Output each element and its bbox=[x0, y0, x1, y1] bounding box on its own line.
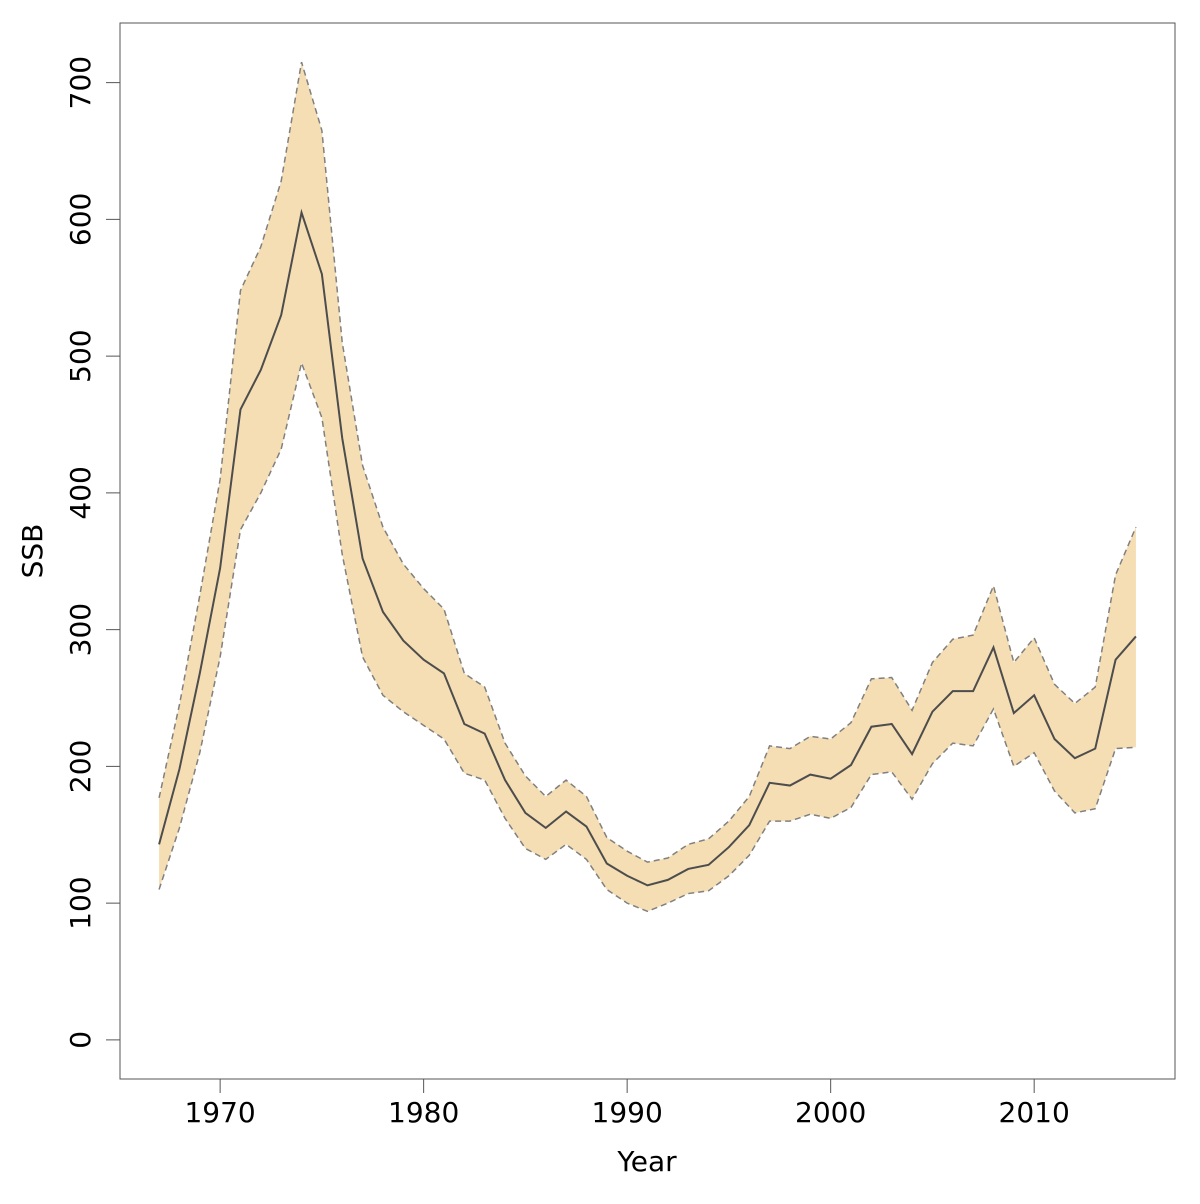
y-tick-label: 400 bbox=[64, 466, 97, 519]
y-tick-label: 600 bbox=[64, 193, 97, 246]
y-tick-label: 500 bbox=[64, 329, 97, 382]
y-tick-label: 300 bbox=[64, 603, 97, 656]
y-tick-label: 100 bbox=[64, 876, 97, 929]
ssb-line bbox=[158, 208, 1137, 887]
y-axis-label: SSB bbox=[16, 524, 49, 579]
x-tick-label: 2010 bbox=[999, 1096, 1070, 1129]
y-tick-label: 0 bbox=[64, 1031, 97, 1049]
plot-box bbox=[119, 22, 1176, 1080]
x-tick-label: 1990 bbox=[592, 1096, 663, 1129]
y-tick-label: 200 bbox=[64, 740, 97, 793]
lower-bound-line bbox=[158, 360, 1136, 913]
y-tick-label: 700 bbox=[64, 56, 97, 109]
x-axis-label: Year bbox=[616, 1145, 677, 1178]
upper-bound-line bbox=[158, 61, 1137, 863]
x-tick-label: 1970 bbox=[184, 1096, 255, 1129]
confidence-band bbox=[159, 62, 1136, 912]
x-tick-label: 1980 bbox=[388, 1096, 459, 1129]
x-tick-label: 2000 bbox=[795, 1096, 866, 1129]
